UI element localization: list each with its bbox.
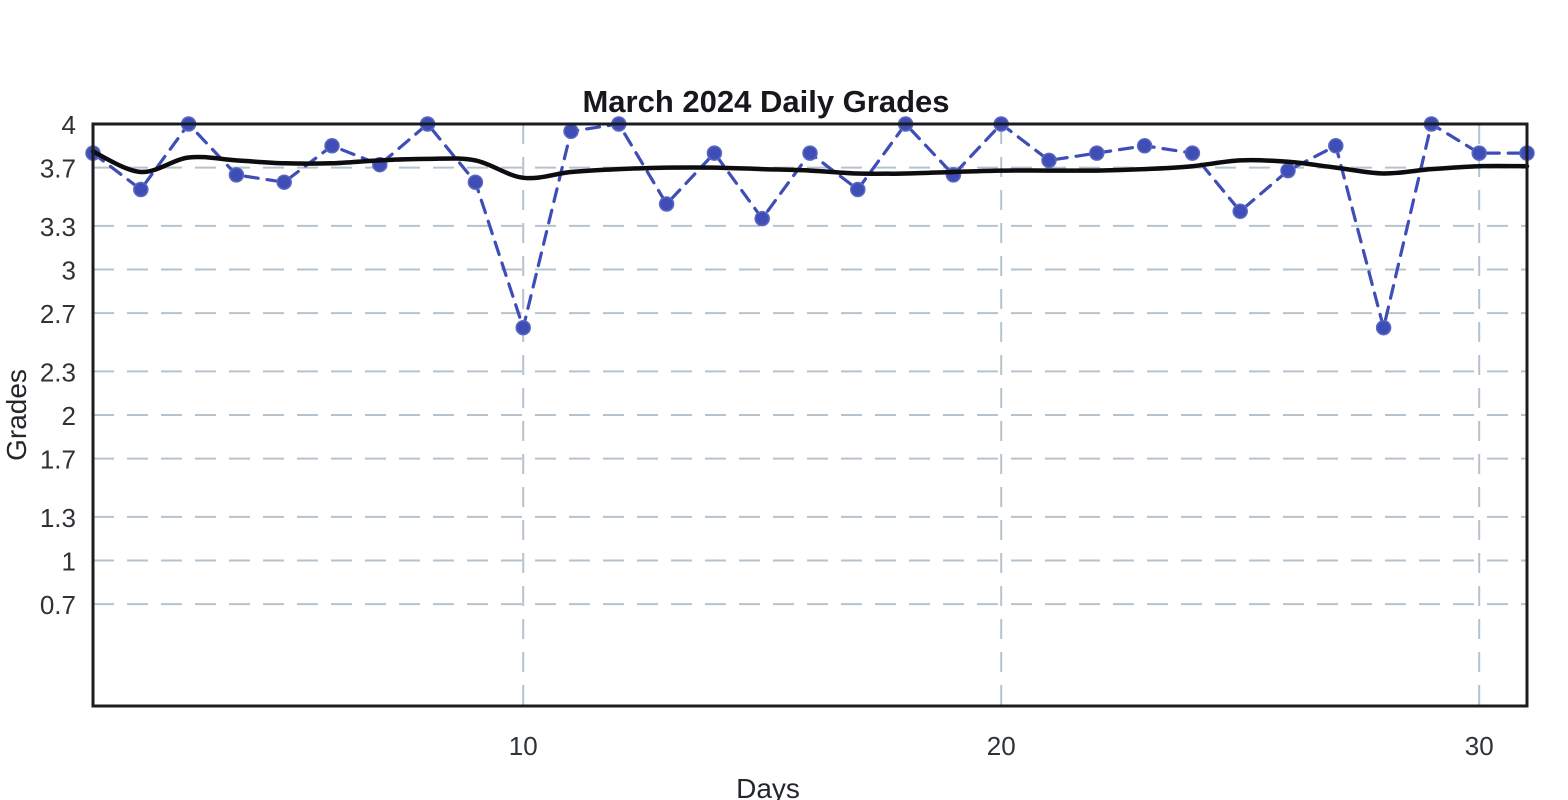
- plot-border: [91, 122, 1529, 708]
- data-point-marker: [1184, 145, 1201, 161]
- y-tick-label: 1: [62, 547, 76, 577]
- data-point-marker: [850, 181, 866, 198]
- y-tick-label: 4: [62, 110, 76, 140]
- y-tick-label: 3.7: [40, 154, 76, 184]
- data-point-marker: [1328, 138, 1344, 154]
- data-point-marker: [1136, 138, 1153, 154]
- y-tick-label: 1.7: [40, 445, 76, 475]
- x-tick-label: 20: [987, 731, 1016, 761]
- data-point-marker: [1089, 145, 1105, 161]
- gridlines: [93, 124, 1527, 706]
- y-tick-label: 3.3: [40, 212, 76, 242]
- chart-title: March 2024 Daily Grades: [582, 84, 949, 119]
- series-layer: [85, 116, 1535, 336]
- data-point-marker: [1280, 162, 1296, 179]
- x-tick-label: 10: [509, 731, 538, 761]
- x-tick-label: 30: [1465, 731, 1494, 761]
- tick-labels: 4 3.7 3.3 3 2.7 2.3 2 1.7 1.3 1 0.7 10 20 30: [40, 110, 1494, 761]
- y-tick-label: 3: [62, 256, 76, 286]
- data-point-marker: [228, 167, 245, 183]
- data-point-marker: [515, 319, 531, 336]
- data-point-marker: [324, 138, 340, 154]
- y-tick-label: 2.7: [40, 299, 76, 329]
- plot-frame: [91, 122, 1529, 708]
- data-point-marker: [1375, 319, 1392, 336]
- y-axis-label: Grades: [1, 369, 32, 461]
- data-point-marker: [1232, 203, 1248, 220]
- y-tick-label: 2: [62, 401, 76, 431]
- data-point-marker: [754, 210, 770, 227]
- y-tick-label: 0.7: [40, 590, 76, 620]
- data-point-marker: [1041, 152, 1057, 169]
- data-point-marker: [706, 145, 723, 161]
- data-point-marker: [802, 145, 818, 161]
- trend-line: [90, 149, 1530, 181]
- x-axis-label: Days: [736, 773, 800, 800]
- data-point-marker: [1471, 145, 1487, 161]
- data-point-marker: [467, 174, 484, 190]
- data-point-marker: [276, 174, 292, 190]
- y-tick-label: 1.3: [40, 503, 76, 533]
- data-point-marker: [563, 123, 579, 140]
- data-point-marker: [658, 196, 675, 212]
- data-point-marker: [133, 181, 149, 198]
- y-tick-label: 2.3: [40, 357, 76, 387]
